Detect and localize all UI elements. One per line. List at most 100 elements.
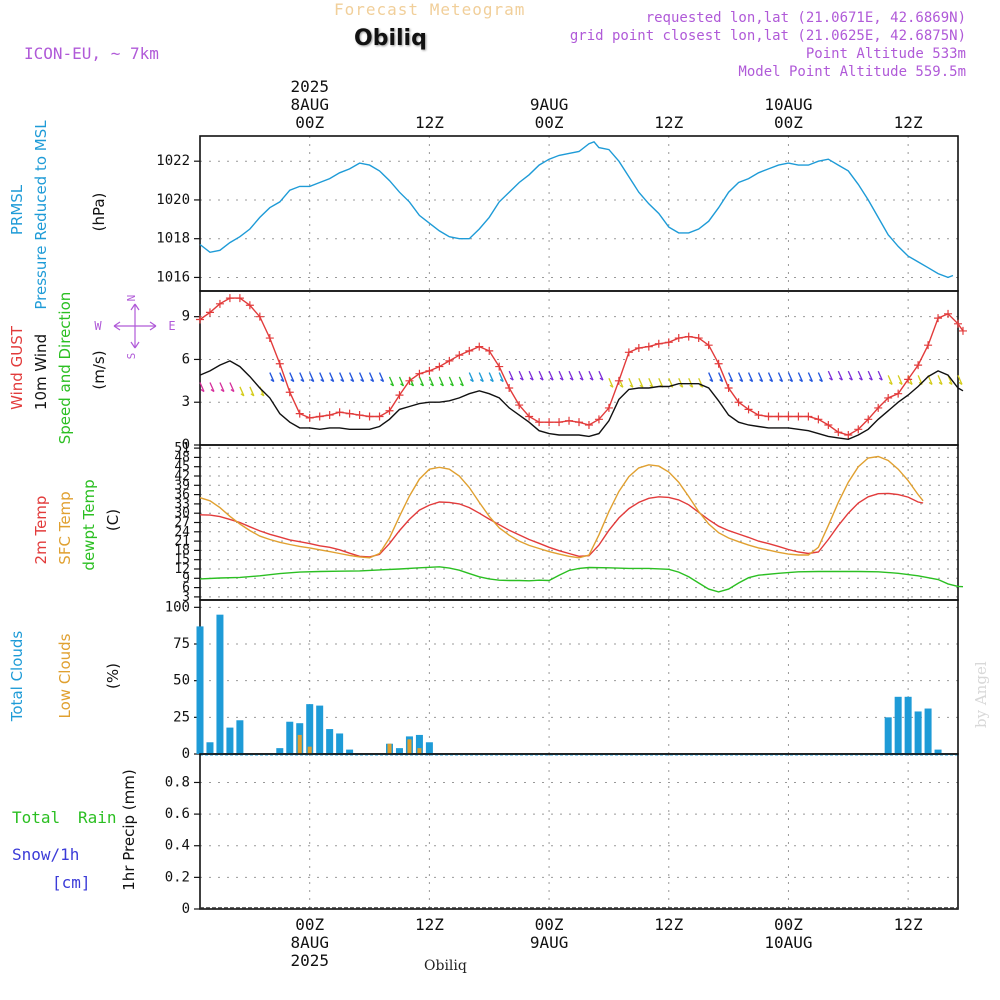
precipitation-ytick-label: 0 [182,901,190,917]
pressure-label-msl: Pressure Reduced to MSL [32,120,50,310]
wind-barb [458,376,464,387]
wind-barb-head [579,377,584,381]
wind-barb [239,386,245,397]
bottom-time-label: 00Z [535,915,564,934]
gust-marker [375,412,384,421]
wind-barb-head [759,379,763,383]
gust-marker [704,341,713,350]
wind-barb-head [828,377,833,381]
clouds-bar [316,705,324,754]
compass-n: N [125,295,138,302]
clouds-bar [236,720,244,754]
wind-barb [877,370,883,381]
wind-barb-head [360,379,364,383]
gust-marker [525,412,534,421]
gust-marker [614,376,623,385]
temperature-ytick-label: 9 [182,571,190,586]
gust-marker [275,359,284,368]
gust-marker [225,294,234,303]
pressure-ytick-label: 1020 [156,192,190,208]
temperature-series-2m-temp [199,492,924,558]
gust-marker [904,375,913,384]
gust-marker [505,383,514,392]
wind-label-10m: 10m Wind [32,334,50,410]
wind-barb [388,376,395,387]
wind-barb-head [599,377,604,381]
wind-barb-head [679,384,684,388]
wind-barb [548,370,554,381]
wind-barb [269,372,275,382]
wind-barb-head [699,384,704,388]
gust-marker [465,346,474,355]
model-altitude: Model Point Altitude 559.5m [738,64,966,80]
wind-barb [648,377,654,388]
wind-barb-head [280,379,285,383]
temperature-series-sfc-temp [199,455,924,559]
gust-marker [634,344,643,353]
wind-barb-head [350,379,354,383]
wind-barb [398,376,405,387]
wind-barb [777,372,784,382]
wind-barb-head [719,379,723,383]
wind-barb-head [629,384,634,388]
wind-barb-head [459,383,464,387]
wind-barb [339,372,345,382]
temp-label-2m: 2m Temp [32,496,50,565]
wind-barb-head [370,379,374,383]
clouds-bar [336,733,344,754]
wind-barb [897,375,903,385]
clouds-ytick-label: 100 [165,599,190,615]
pressure-frame [199,135,959,292]
wind-barb-head [739,379,743,383]
wind-barb [787,372,794,382]
wind-barb [229,382,235,392]
temp-label-sfc: SFC Temp [56,491,74,564]
top-time-label: 00Z [774,113,803,132]
gust-marker [315,412,324,421]
wind-barb-head [928,381,933,385]
bottom-time-label: 2025 [290,951,329,970]
wind-barb-head [938,381,943,385]
gust-marker [944,309,953,318]
gust-marker [844,431,853,440]
gust-marker [495,362,504,371]
gust-marker [804,412,813,421]
gust-marker [594,415,603,424]
gust-marker [255,312,264,321]
clouds-ytick-label: 50 [173,673,190,689]
wind-label-unit: (m/s) [90,350,108,389]
wind-barb-head [689,384,694,388]
clouds-bar [196,626,204,754]
wind-barb-head [270,379,275,383]
clouds-bar [306,704,314,754]
wind-barb [438,376,444,387]
clouds-bar [326,729,334,754]
precipitation-ytick-label: 0.6 [165,806,190,822]
wind-barb-head [569,377,574,381]
gust-marker [365,412,374,421]
wind-barb-head [430,383,434,387]
gust-marker [674,334,683,343]
clouds-bar [425,742,433,754]
gust-marker [235,294,244,303]
gust-marker [954,319,962,328]
wind-barb-head [400,383,404,387]
chart-title: Forecast Meteogram [334,0,526,19]
wind-barb-head [789,379,793,383]
gust-marker [485,346,494,355]
gust-marker [565,416,574,425]
gust-marker [545,418,554,427]
clouds-bar [276,748,284,754]
wind-barb-head [639,384,644,388]
wind-barb-head [779,379,783,383]
wind-barb-head [888,381,893,385]
wind-label-gust: Wind GUST [8,325,26,410]
wind-barb [508,370,514,381]
top-time-label: 2025 [290,77,329,96]
wind-barb [608,377,614,388]
wind-barb [219,382,225,392]
wind-barb [319,372,325,382]
clouds-ytick-label: 25 [173,709,190,725]
gust-marker [794,412,803,421]
